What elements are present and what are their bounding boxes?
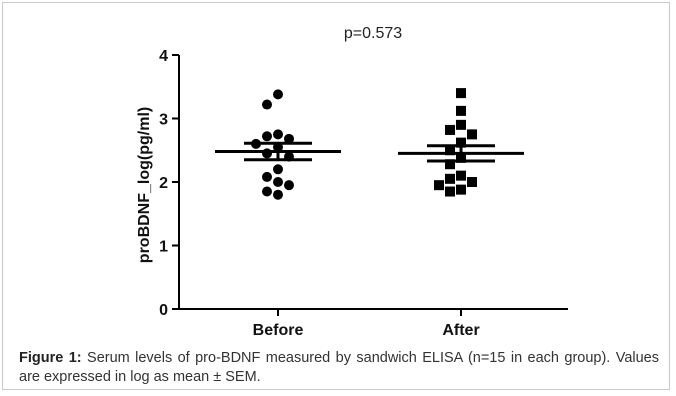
- point-after-0: [456, 88, 466, 99]
- y-tick-label-2: 2: [159, 175, 168, 192]
- point-before-9: [273, 164, 283, 175]
- scatter-chart: p=0.573 proBDNF_log(pg/ml) 0 1 2 3 4 Before Af…: [3, 3, 671, 343]
- point-before-13: [262, 186, 272, 197]
- point-after-13: [456, 184, 466, 195]
- point-before-12: [284, 180, 294, 191]
- y-tick-label-4: 4: [159, 48, 168, 65]
- point-before-0: [273, 89, 283, 100]
- figure-frame: p=0.573 proBDNF_log(pg/ml) 0 1 2 3 4 Before Af…: [2, 2, 670, 390]
- point-after-5: [456, 137, 466, 148]
- y-tick-label-3: 3: [159, 112, 168, 129]
- point-after-4: [467, 129, 477, 140]
- y-tick-label-1: 1: [159, 239, 168, 256]
- point-before-2: [273, 129, 283, 140]
- point-before-3: [262, 131, 272, 142]
- chart-svg: p=0.573 proBDNF_log(pg/ml) 0 1 2 3 4 Before Af…: [136, 25, 568, 339]
- point-after-3: [445, 124, 455, 135]
- point-after-10: [445, 173, 455, 184]
- point-after-2: [456, 119, 466, 130]
- point-before-4: [284, 133, 294, 144]
- point-after-1: [456, 105, 466, 116]
- point-before-11: [273, 177, 283, 187]
- caption-label: Figure 1:: [19, 350, 82, 366]
- point-before-1: [262, 99, 272, 110]
- caption-text: Serum levels of pro-BDNF measured by san…: [19, 350, 659, 385]
- point-after-9: [456, 170, 466, 181]
- x-tick-label-1: After: [442, 322, 479, 339]
- x-tick-label-0: Before: [253, 322, 304, 339]
- y-axis-label: proBDNF_log(pg/ml): [136, 107, 153, 263]
- point-before-10: [262, 171, 272, 182]
- point-before-14: [273, 189, 283, 200]
- mean-sem-bars: [215, 141, 524, 163]
- point-after-11: [467, 177, 477, 187]
- point-before-7: [262, 148, 272, 159]
- chart-title: p=0.573: [344, 25, 402, 42]
- point-after-8: [445, 159, 455, 170]
- point-after-6: [445, 145, 455, 156]
- point-after-12: [434, 180, 444, 191]
- figure-caption: Figure 1: Serum levels of pro-BDNF measu…: [19, 349, 659, 387]
- y-tick-label-0: 0: [159, 302, 168, 319]
- point-after-14: [445, 186, 455, 197]
- axes: 0 1 2 3 4 Before After: [159, 48, 568, 339]
